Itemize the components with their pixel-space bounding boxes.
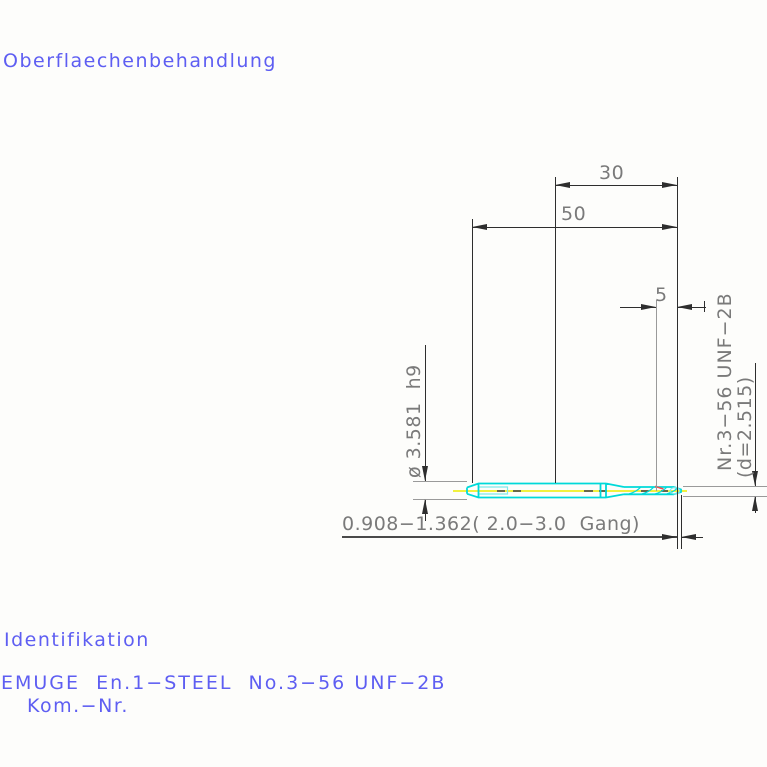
dim-50-label: 50 [561, 203, 587, 225]
arrow-core-dia-bottom [752, 496, 758, 511]
arrow-50-left [472, 224, 487, 230]
identification-text: EMUGE En.1−STEEL No.3−56 UNF−2B [1, 672, 447, 694]
identification-heading: Identifikation [4, 629, 150, 651]
arrow-30-right [662, 182, 677, 188]
arrow-lead-left [662, 534, 677, 540]
arrow-30-left [555, 182, 570, 188]
core-diameter-label: (d=2.515) [734, 376, 756, 478]
dim-5-label: 5 [655, 284, 668, 306]
dim-line-5-left [620, 307, 656, 308]
arrow-50-right [662, 224, 677, 230]
shank-extension-bottom [413, 499, 467, 500]
dim-line-5-end-tick [704, 301, 705, 312]
extension-line-30-left [555, 177, 556, 483]
kom-nr-label: Kom.−Nr. [27, 695, 129, 717]
dim-line-30 [555, 185, 677, 186]
tap-tool-drawing [453, 482, 687, 499]
surface-treatment-heading: Oberflaechenbehandlung [3, 50, 277, 72]
arrow-5-left [641, 304, 656, 310]
dim-line-50 [472, 227, 677, 228]
dim-line-lead [342, 536, 677, 538]
core-extension-top [683, 486, 767, 487]
diameter-leader-top [425, 345, 426, 481]
thread-spec-label: Nr.3−56 UNF−2B [714, 292, 736, 471]
extension-line-right-common [677, 177, 678, 549]
extension-line-5-left [656, 300, 657, 491]
extension-line-50-left [472, 219, 473, 483]
extension-line-part-tip [681, 495, 682, 549]
core-diameter-leader-top [755, 363, 756, 486]
part-outline [466, 482, 682, 499]
core-extension-bottom [683, 496, 767, 497]
arrow-shank-dia-top [422, 466, 428, 481]
arrow-core-dia-top [752, 471, 758, 486]
square-drive-detail [478, 486, 509, 495]
arrow-lead-right [681, 534, 696, 540]
spiral-flutes [628, 486, 678, 495]
tip-chamfer-detail [669, 486, 681, 495]
shank-diameter-label: ø 3.581 h9 [403, 364, 425, 478]
dim-30-label: 30 [599, 162, 625, 184]
lead-dimension-label: 0.908−1.362( 2.0−3.0 Gang) [342, 513, 640, 535]
shank-extension-top [413, 481, 467, 482]
arrow-5-right [677, 304, 692, 310]
arrow-shank-dia-bottom [422, 499, 428, 514]
